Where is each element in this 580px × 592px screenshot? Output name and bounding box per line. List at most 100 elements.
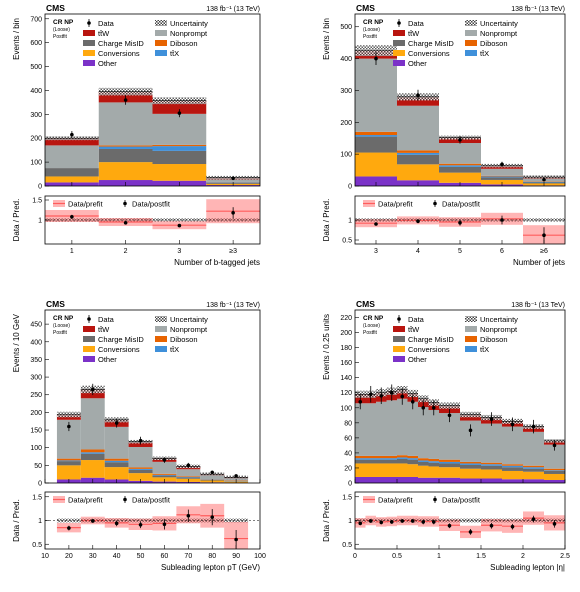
ratio-postfit-point bbox=[400, 519, 405, 523]
legend-ttw-swatch bbox=[83, 30, 95, 36]
bar-diboson bbox=[397, 455, 408, 458]
legend-charge-misid-label: Charge MisID bbox=[98, 335, 144, 344]
legend-data-marker-dot bbox=[87, 317, 91, 321]
ratio-legend-prefit-label: Data/prefit bbox=[378, 200, 414, 209]
legend-nonprompt-swatch bbox=[155, 326, 167, 332]
bar-conversions bbox=[502, 470, 523, 480]
data-point bbox=[468, 428, 473, 433]
bar-nonprompt bbox=[45, 145, 99, 169]
data-point bbox=[234, 474, 238, 478]
bar-nonprompt bbox=[80, 398, 105, 450]
bar-nonprompt bbox=[152, 113, 207, 145]
bar-other bbox=[397, 476, 408, 483]
y-tick-label: 500 bbox=[340, 24, 352, 31]
legend-data-marker-dot bbox=[397, 21, 401, 25]
region-label: Postfit bbox=[53, 34, 68, 40]
y-tick-label: 0 bbox=[38, 184, 42, 191]
bar-ttx bbox=[355, 135, 397, 137]
lumi-label: 138 fb⁻¹ (13 TeV) bbox=[511, 6, 565, 13]
legend-nonprompt-swatch bbox=[465, 30, 477, 36]
bar-conversions bbox=[481, 469, 502, 479]
data-point bbox=[489, 417, 494, 421]
bar-conversions bbox=[397, 164, 439, 181]
y-tick-label: 220 bbox=[340, 315, 352, 322]
bar-nonprompt bbox=[56, 419, 81, 459]
legend-ttx-label: tt̄X bbox=[170, 49, 179, 58]
ratio-postfit-point bbox=[531, 517, 536, 521]
bar-charge-misid bbox=[98, 148, 153, 163]
ratio-postfit-point bbox=[552, 522, 557, 526]
bar-charge-misid bbox=[152, 475, 177, 478]
y-tick-label: 200 bbox=[30, 410, 42, 417]
bar-diboson bbox=[56, 458, 81, 461]
bar-nonprompt bbox=[365, 403, 376, 456]
y-tick-label: 300 bbox=[30, 375, 42, 382]
y-tick-label: 100 bbox=[340, 152, 352, 159]
x-tick-label: 100 bbox=[254, 553, 266, 560]
bar-nonprompt bbox=[206, 179, 260, 182]
x-tick-label: 1 bbox=[437, 553, 441, 560]
data-point bbox=[368, 392, 373, 397]
bar-nonprompt bbox=[128, 446, 153, 468]
ratio-postfit-point bbox=[368, 519, 373, 523]
legend-nonprompt-label: Nonprompt bbox=[170, 29, 208, 38]
bar-other bbox=[386, 476, 397, 483]
ratio-y-tick-label: 0.5 bbox=[32, 542, 42, 549]
region-label: Postfit bbox=[363, 330, 378, 336]
legend-diboson-label: Diboson bbox=[480, 335, 508, 344]
ratio-uncertainty-band bbox=[460, 518, 481, 523]
bar-other bbox=[439, 477, 460, 483]
ratio-postfit-point bbox=[421, 520, 426, 524]
bar-nonprompt bbox=[439, 143, 481, 164]
y-tick-label: 400 bbox=[30, 88, 42, 95]
legend-charge-misid-swatch bbox=[83, 336, 95, 342]
legend-diboson-label: Diboson bbox=[480, 39, 508, 48]
region-label: (Loose) bbox=[363, 27, 380, 33]
ratio-legend-postfit-dot bbox=[433, 497, 437, 502]
y-tick-label: 400 bbox=[340, 56, 352, 63]
bar-nonprompt bbox=[386, 400, 397, 456]
x-axis-label: Number of jets bbox=[513, 258, 565, 267]
bar-charge-misid bbox=[45, 168, 99, 177]
x-tick-label: 1.5 bbox=[476, 553, 486, 560]
region-label: CR NP bbox=[53, 19, 74, 26]
legend-uncertainty-label: Uncertainty bbox=[480, 19, 518, 28]
x-tick-label: 80 bbox=[208, 553, 216, 560]
ratio-postfit-point bbox=[389, 520, 394, 524]
bar-other bbox=[428, 477, 439, 483]
region-label: (Loose) bbox=[53, 27, 70, 33]
y-axis-label: Events / bin bbox=[322, 18, 331, 60]
bar-ttw bbox=[397, 96, 439, 106]
ratio-legend-prefit-label: Data/prefit bbox=[378, 496, 414, 505]
data-point bbox=[123, 98, 128, 102]
bar-nonprompt bbox=[104, 426, 129, 459]
x-tick-label: 2.5 bbox=[560, 553, 570, 560]
bar-conversions bbox=[439, 172, 481, 183]
legend-other-label: Other bbox=[408, 59, 427, 68]
legend-uncertainty-swatch bbox=[465, 20, 477, 26]
x-tick-label: 0 bbox=[353, 553, 357, 560]
legend-conversions-swatch bbox=[83, 346, 95, 352]
legend-ttw-label: tt̄W bbox=[98, 325, 110, 334]
bar-nonprompt bbox=[376, 401, 387, 456]
data-point bbox=[186, 463, 191, 468]
y-tick-label: 0 bbox=[348, 481, 352, 488]
y-tick-label: 300 bbox=[340, 88, 352, 95]
bar-conversions bbox=[439, 467, 460, 478]
legend-data-label: Data bbox=[408, 315, 425, 324]
bar-diboson bbox=[355, 455, 366, 459]
y-tick-label: 700 bbox=[30, 16, 42, 23]
bar-diboson bbox=[176, 476, 201, 477]
legend-other-swatch bbox=[83, 60, 95, 66]
y-tick-label: 300 bbox=[30, 112, 42, 119]
ratio-postfit-point bbox=[447, 523, 452, 528]
bar-conversions bbox=[104, 467, 129, 480]
legend-charge-misid-label: Charge MisID bbox=[408, 39, 454, 48]
ratio-uncertainty-band bbox=[224, 518, 249, 523]
y-axis-label: Events / bin bbox=[12, 18, 21, 60]
x-tick-label: 5 bbox=[458, 248, 462, 255]
lumi-label: 138 fb⁻¹ (13 TeV) bbox=[206, 6, 260, 13]
lumi-label: 138 fb⁻¹ (13 TeV) bbox=[206, 302, 260, 309]
bar-conversions bbox=[397, 463, 408, 477]
